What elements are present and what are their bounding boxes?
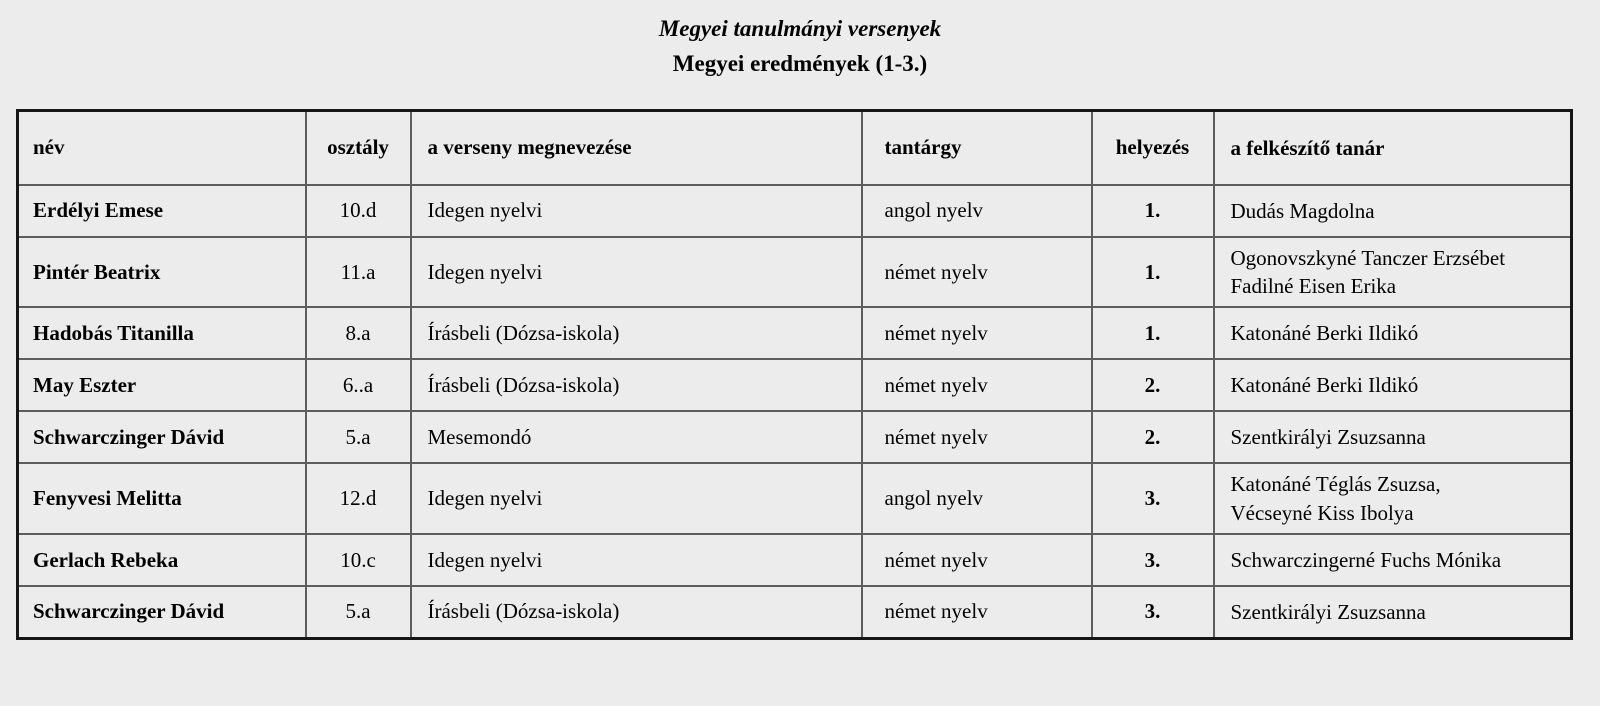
cell-teacher: Schwarczingerné Fuchs Mónika [1212,533,1573,588]
cell-competition: Idegen nyelvi [409,533,863,588]
cell-name: Erdélyi Emese [16,183,307,238]
cell-competition: Idegen nyelvi [409,235,863,309]
header-competition: a verseny megnevezése [409,109,863,186]
cell-subject: német nyelv [860,533,1093,588]
header-subject: tantárgy [860,109,1093,186]
cell-competition: Írásbeli (Dózsa-iskola) [409,306,863,361]
cell-class: 12.d [304,462,412,536]
header-class: osztály [304,109,412,186]
cell-subject: német nyelv [860,235,1093,309]
cell-teacher: Katonáné Berki Ildikó [1212,358,1573,413]
cell-placement: 3. [1090,462,1215,536]
cell-teacher: Szentkirályi Zsuzsanna [1212,410,1573,465]
cell-placement: 2. [1090,358,1215,413]
cell-name: Schwarczinger Dávid [16,410,307,465]
cell-teacher: Szentkirályi Zsuzsanna [1212,585,1573,640]
table-row: Schwarczinger Dávid 5.a Írásbeli (Dózsa-… [16,585,1573,640]
cell-teacher: Katonáné Téglás Zsuzsa, Vécseyné Kiss Ib… [1212,462,1573,536]
cell-class: 6..a [304,358,412,413]
document-header: Megyei tanulmányi versenyek Megyei eredm… [0,0,1600,77]
cell-placement: 3. [1090,585,1215,640]
cell-name: Pintér Beatrix [16,235,307,309]
cell-class: 11.a [304,235,412,309]
table-row: Erdélyi Emese 10.d Idegen nyelvi angol n… [16,183,1573,238]
cell-placement: 1. [1090,306,1215,361]
cell-class: 10.d [304,183,412,238]
cell-teacher: Ogonovszkyné Tanczer Erzsébet Fadilné Ei… [1212,235,1573,309]
header-placement: helyezés [1090,109,1215,186]
cell-subject: német nyelv [860,410,1093,465]
table-row: May Eszter 6..a Írásbeli (Dózsa-iskola) … [16,358,1573,413]
header-row: név osztály a verseny megnevezése tantár… [16,109,1573,186]
cell-class: 8.a [304,306,412,361]
cell-competition: Idegen nyelvi [409,183,863,238]
cell-competition: Mesemondó [409,410,863,465]
cell-name: Gerlach Rebeka [16,533,307,588]
cell-placement: 1. [1090,235,1215,309]
cell-subject: angol nyelv [860,462,1093,536]
cell-placement: 3. [1090,533,1215,588]
page-title: Megyei tanulmányi versenyek [658,16,942,41]
cell-class: 5.a [304,410,412,465]
cell-teacher: Katonáné Berki Ildikó [1212,306,1573,361]
table-row: Fenyvesi Melitta 12.d Idegen nyelvi ango… [16,462,1573,536]
table-row: Hadobás Titanilla 8.a Írásbeli (Dózsa-is… [16,306,1573,361]
table-row: Gerlach Rebeka 10.c Idegen nyelvi német … [16,533,1573,588]
cell-placement: 2. [1090,410,1215,465]
header-teacher: a felkészítő tanár [1212,109,1573,186]
cell-name: Fenyvesi Melitta [16,462,307,536]
cell-placement: 1. [1090,183,1215,238]
results-table: név osztály a verseny megnevezése tantár… [16,109,1573,640]
cell-competition: Írásbeli (Dózsa-iskola) [409,585,863,640]
cell-subject: német nyelv [860,358,1093,413]
cell-class: 10.c [304,533,412,588]
table-row: Pintér Beatrix 11.a Idegen nyelvi német … [16,235,1573,309]
cell-subject: német nyelv [860,306,1093,361]
cell-name: Hadobás Titanilla [16,306,307,361]
cell-competition: Idegen nyelvi [409,462,863,536]
cell-subject: angol nyelv [860,183,1093,238]
table-row: Schwarczinger Dávid 5.a Mesemondó német … [16,410,1573,465]
cell-name: Schwarczinger Dávid [16,585,307,640]
cell-name: May Eszter [16,358,307,413]
table-body: Erdélyi Emese 10.d Idegen nyelvi angol n… [16,183,1573,640]
page-subtitle: Megyei eredmények (1-3.) [672,50,928,76]
header-name: név [16,109,307,186]
table-header: név osztály a verseny megnevezése tantár… [16,109,1573,186]
cell-subject: német nyelv [860,585,1093,640]
cell-competition: Írásbeli (Dózsa-iskola) [409,358,863,413]
cell-teacher: Dudás Magdolna [1212,183,1573,238]
cell-class: 5.a [304,585,412,640]
